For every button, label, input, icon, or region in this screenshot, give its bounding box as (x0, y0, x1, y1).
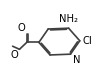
Text: N: N (73, 55, 81, 65)
Text: O: O (17, 23, 25, 33)
Text: NH₂: NH₂ (59, 14, 78, 24)
Text: Cl: Cl (83, 36, 93, 46)
Text: O: O (11, 50, 18, 60)
